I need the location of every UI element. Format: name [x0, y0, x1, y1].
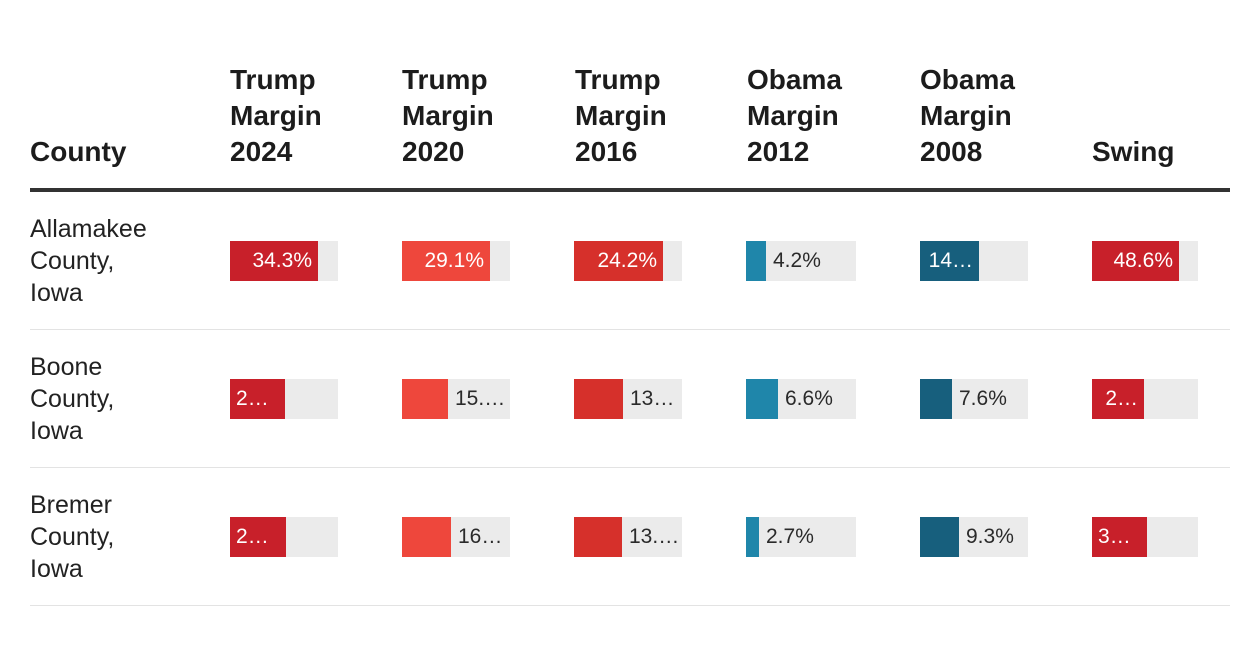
bar-value-label: 9.3%: [966, 524, 1014, 548]
table-body: Allamakee County, Iowa 34.3% 29.1% 24.2% 4.2…: [30, 192, 1230, 606]
bar-swing: [1092, 378, 1144, 419]
bar-obama-2012: [746, 378, 778, 419]
bar-track-obama-2012: 2.7%: [746, 516, 856, 557]
bar-track-obama-2012: 4.2%: [746, 240, 856, 281]
county-name: Bremer County, Iowa: [30, 490, 115, 583]
bar-trump-2016: [574, 516, 622, 557]
bar-obama-2012: [746, 240, 766, 281]
table-row: Allamakee County, Iowa 34.3% 29.1% 24.2% 4.2…: [30, 192, 1230, 330]
header-trump-2016: Trump Margin 2016: [575, 64, 667, 167]
results-table: County Trump Margin 2024 Trump Margin 20…: [30, 64, 1230, 606]
bar-value-label: 21…: [236, 386, 281, 410]
bar-value-label: 29.1%: [424, 248, 484, 272]
header-trump-2024: Trump Margin 2024: [230, 64, 322, 167]
bar-value-label: 2.7%: [766, 524, 814, 548]
bar-track-obama-2008: 7.6%: [920, 378, 1028, 419]
header-obama-2012: Obama Margin 2012: [747, 64, 842, 167]
table-row: Boone County, Iowa 21… 15.… 13.… 6.6% 7.6% 2…: [30, 330, 1230, 468]
bar-value-label: 14…: [928, 248, 973, 272]
bar-track-trump-2024: 22…: [230, 516, 338, 557]
bar-value-label: 31…: [1098, 524, 1143, 548]
bar-value-label: 48.6%: [1113, 248, 1173, 272]
bar-value-label: 13.…: [629, 524, 680, 548]
table-header: County Trump Margin 2024 Trump Margin 20…: [30, 64, 1230, 192]
bar-track-obama-2008: 9.3%: [920, 516, 1028, 557]
bar-value-label: 34.3%: [252, 248, 312, 272]
bar-track-swing: 31…: [1092, 516, 1198, 557]
bar-track-trump-2024: 21…: [230, 378, 338, 419]
bar-obama-2012: [746, 516, 759, 557]
bar-obama-2008: [920, 240, 979, 281]
bar-trump-2016: [574, 378, 623, 419]
bar-trump-2020: [402, 240, 490, 281]
bar-value-label: 16.…: [458, 524, 508, 548]
bar-trump-2024: [230, 378, 285, 419]
bar-trump-2016: [574, 240, 663, 281]
bar-track-trump-2016: 24.2%: [574, 240, 682, 281]
bar-track-trump-2024: 34.3%: [230, 240, 338, 281]
header-county: County: [30, 136, 127, 167]
bar-value-label: 22…: [236, 524, 281, 548]
bar-swing: [1092, 240, 1179, 281]
bar-swing: [1092, 516, 1147, 557]
bar-value-label: 7.6%: [959, 386, 1007, 410]
header-obama-2008: Obama Margin 2008: [920, 64, 1015, 167]
bar-track-obama-2012: 6.6%: [746, 378, 856, 419]
table-row: Bremer County, Iowa 22… 16.… 13.… 2.7% 9.3% 31…: [30, 468, 1230, 606]
header-swing: Swing: [1092, 136, 1175, 167]
bar-value-label: 13.…: [630, 386, 680, 410]
bar-trump-2024: [230, 516, 286, 557]
bar-track-swing: 48.6%: [1092, 240, 1198, 281]
bar-track-trump-2016: 13.…: [574, 516, 682, 557]
bar-track-trump-2020: 29.1%: [402, 240, 510, 281]
bar-obama-2008: [920, 378, 952, 419]
bar-track-obama-2008: 14…: [920, 240, 1028, 281]
bar-trump-2020: [402, 516, 451, 557]
bar-trump-2024: [230, 240, 318, 281]
bar-obama-2008: [920, 516, 959, 557]
bar-value-label: 6.6%: [785, 386, 833, 410]
bar-track-trump-2016: 13.…: [574, 378, 682, 419]
bar-value-label: 2…: [1105, 386, 1138, 410]
bar-trump-2020: [402, 378, 448, 419]
county-name: Boone County, Iowa: [30, 352, 115, 445]
header-trump-2020: Trump Margin 2020: [402, 64, 494, 167]
bar-value-label: 24.2%: [597, 248, 657, 272]
bar-track-trump-2020: 15.…: [402, 378, 510, 419]
bar-track-trump-2020: 16.…: [402, 516, 510, 557]
bar-track-swing: 2…: [1092, 378, 1198, 419]
county-name: Allamakee County, Iowa: [30, 214, 147, 307]
bar-value-label: 15.…: [455, 386, 506, 410]
bar-value-label: 4.2%: [773, 248, 821, 272]
